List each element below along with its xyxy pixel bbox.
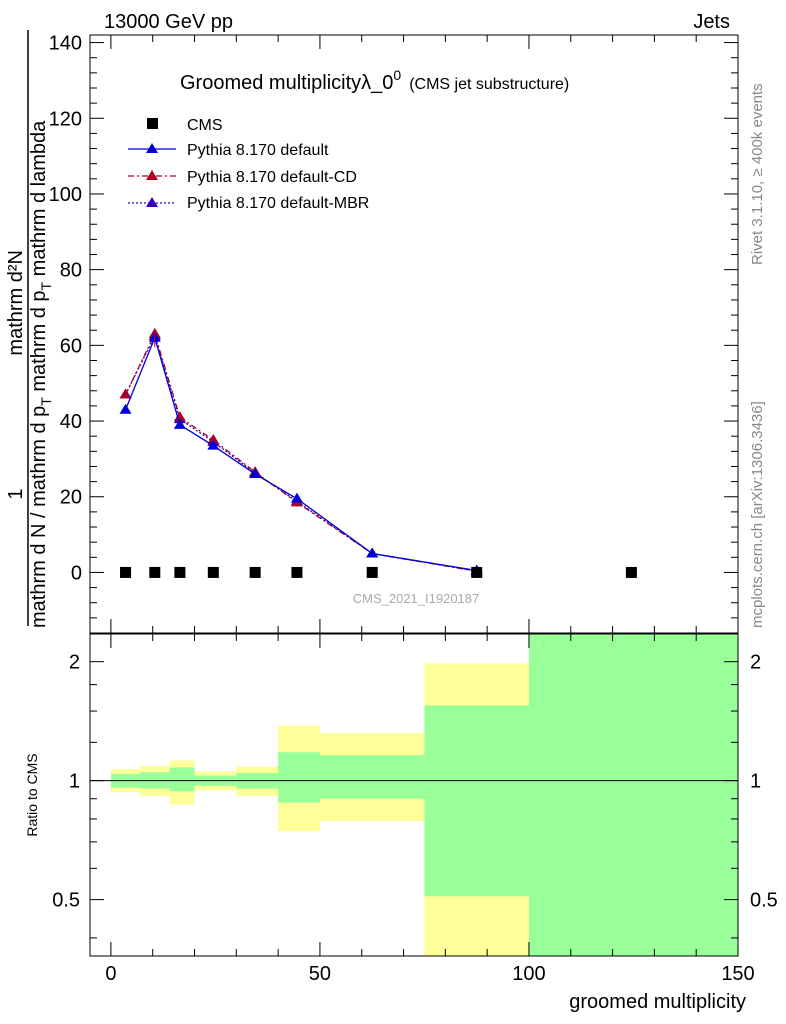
header-energy-label: 13000 GeV pp bbox=[104, 11, 233, 33]
main-y-ticks: 0 20 40 60 80 100 120 140 bbox=[49, 33, 739, 633]
legend-mbr-marker bbox=[146, 197, 158, 207]
series-point-default bbox=[290, 492, 303, 503]
ratio-xtick-label: 50 bbox=[309, 963, 331, 985]
main-ytick-label: 140 bbox=[49, 33, 82, 55]
legend-default-marker bbox=[146, 143, 158, 153]
main-series-group bbox=[119, 328, 637, 578]
rivet-label: Rivet 3.1.10, ≥ 400k events bbox=[749, 83, 766, 265]
ratio-panel bbox=[90, 634, 738, 956]
ratio-frame bbox=[89, 633, 739, 957]
ratio-xtick-label: 0 bbox=[105, 963, 116, 985]
data-point-cms bbox=[149, 566, 161, 578]
ratio-band-green bbox=[278, 752, 320, 803]
ylabel-den-part3: mathrm d lambda bbox=[28, 120, 50, 282]
main-ytick-label: 0 bbox=[71, 562, 82, 584]
header-jets-label: Jets bbox=[693, 11, 730, 33]
ratio-ytick-label-left: 0.5 bbox=[52, 890, 80, 912]
legend-cms-label: CMS bbox=[187, 117, 223, 134]
main-ytick-label: 100 bbox=[49, 184, 82, 206]
analysis-watermark: CMS_2021_I1920187 bbox=[353, 591, 480, 606]
main-ytick-label: 120 bbox=[49, 108, 82, 130]
data-point-cms bbox=[249, 566, 261, 578]
series-line-cd bbox=[124, 332, 477, 572]
data-point-cms bbox=[207, 566, 219, 578]
series-point-default bbox=[173, 418, 186, 429]
ratio-ylabel: Ratio to CMS bbox=[24, 753, 40, 836]
legend-mbr-label: Pythia 8.170 default-MBR bbox=[187, 195, 369, 212]
ylabel-numerator-prefix: 1 bbox=[5, 488, 27, 499]
legend: CMS Pythia 8.170 default Pythia 8.170 de… bbox=[128, 117, 369, 212]
ylabel-denominator: mathrm d N / mathrm d pT mathrm d pT mat… bbox=[28, 120, 54, 628]
mcplots-label: mcplots.cern.ch [arXiv:1306.3436] bbox=[749, 401, 766, 628]
title-paren: (CMS jet substructure) bbox=[409, 76, 569, 93]
ratio-xtick-label: 100 bbox=[512, 963, 545, 985]
data-point-cms bbox=[366, 566, 378, 578]
ratio-band-green bbox=[424, 705, 529, 897]
legend-cms-marker bbox=[147, 118, 158, 129]
series-point-cd bbox=[173, 411, 186, 422]
series-point-default bbox=[366, 547, 379, 558]
x-axis-label: groomed multiplicity bbox=[569, 991, 746, 1013]
legend-cd-marker bbox=[146, 170, 158, 180]
series-point-cd bbox=[119, 388, 132, 399]
legend-cd-label: Pythia 8.170 default-CD bbox=[187, 169, 357, 186]
main-ytick-label: 60 bbox=[60, 335, 82, 357]
data-point-cms bbox=[471, 566, 483, 578]
series-point-cd bbox=[207, 433, 220, 444]
title-superscript: 0 bbox=[393, 67, 401, 83]
main-ytick-label: 80 bbox=[60, 260, 82, 282]
ylabel-den-part1: mathrm d N / mathrm d p bbox=[28, 406, 50, 628]
data-point-cms bbox=[120, 566, 132, 578]
ratio-ytick-label-left: 2 bbox=[69, 652, 80, 674]
ratio-ytick-label-left: 1 bbox=[69, 771, 80, 793]
ylabel-den-sub1: T bbox=[38, 397, 54, 406]
ratio-band-green bbox=[528, 634, 738, 956]
title-main: Groomed multiplicityλ_0 bbox=[180, 72, 393, 94]
legend-default-label: Pythia 8.170 default bbox=[187, 142, 329, 159]
main-ylabel: 1 mathrm d²N mathrm d N / mathrm d pT ma… bbox=[5, 30, 54, 628]
data-point-cms bbox=[625, 566, 637, 578]
data-point-cms bbox=[291, 566, 303, 578]
series-point-default bbox=[119, 403, 132, 414]
plot-title: Groomed multiplicityλ_00 (CMS jet substru… bbox=[180, 67, 569, 94]
data-point-cms bbox=[174, 566, 186, 578]
series-point-default bbox=[249, 468, 262, 479]
ratio-xtick-label: 150 bbox=[721, 963, 754, 985]
series-line-mbr bbox=[124, 334, 477, 572]
ylabel-den-sub2: T bbox=[38, 281, 54, 290]
ratio-band-green bbox=[319, 755, 425, 799]
ylabel-den-part2: mathrm d p bbox=[28, 290, 50, 397]
ratio-band-green bbox=[169, 767, 195, 792]
main-frame bbox=[89, 34, 739, 634]
ylabel-numerator: mathrm d²N bbox=[5, 250, 27, 356]
series-line-default bbox=[124, 335, 477, 572]
ratio-ytick-label-right: 1 bbox=[750, 771, 761, 793]
ratio-ytick-label-right: 0.5 bbox=[750, 890, 778, 912]
main-ytick-label: 20 bbox=[60, 487, 82, 509]
main-ytick-label: 40 bbox=[60, 411, 82, 433]
series-point-default bbox=[207, 439, 220, 450]
ratio-ytick-label-right: 2 bbox=[750, 652, 761, 674]
